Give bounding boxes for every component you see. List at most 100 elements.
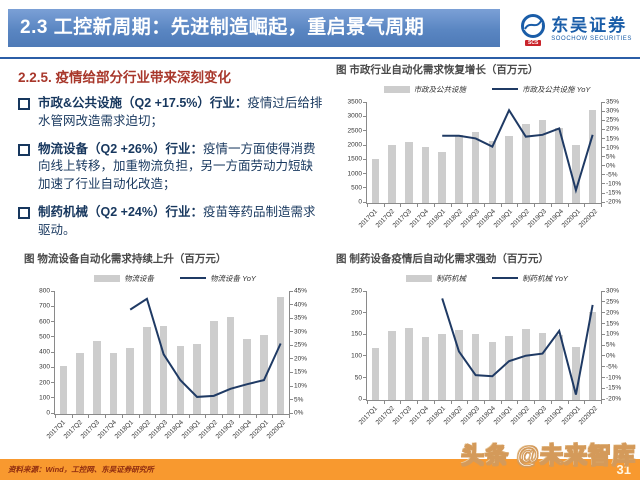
bullet-square-icon xyxy=(18,206,30,219)
chart-title: 图 市政行业自动化需求恢复增长（百万元） xyxy=(336,64,539,76)
page-title: 2.3 工控新周期：先进制造崛起，重启景气周期 xyxy=(20,17,425,38)
left-tick xyxy=(363,187,367,189)
right-tick xyxy=(601,192,605,194)
x-tick xyxy=(433,202,435,207)
plot-area: 0 100 200 300 400 500 600 700 800 0% 5% 10% 15% 20% 25… xyxy=(39,288,307,418)
x-tick xyxy=(172,413,173,418)
right-axis-label: 35% xyxy=(294,314,308,322)
legend-bar-item: 物流设备 xyxy=(94,273,154,284)
right-tick xyxy=(601,174,605,176)
logo-badge: SCS xyxy=(525,40,542,46)
right-tick xyxy=(601,165,605,167)
bar xyxy=(538,332,547,400)
footer-bar: 资料来源：Wind，工控网、东吴证券研究所 31 xyxy=(0,459,640,480)
right-tick xyxy=(289,399,293,401)
left-tick xyxy=(363,312,367,314)
legend-line-item: 制药机械 YoY xyxy=(492,273,568,284)
left-axis-label: 500 xyxy=(351,184,362,192)
right-tick xyxy=(601,377,605,379)
right-axis-label: 10% xyxy=(606,330,620,338)
source-note: 资料来源：Wind，工控网、东吴证券研究所 xyxy=(8,465,154,474)
right-axis-label: -20% xyxy=(606,198,622,206)
bar xyxy=(109,353,118,414)
x-tick xyxy=(238,413,240,418)
right-axis-label: -10% xyxy=(606,180,622,188)
legend: 物流设备 物流设备 YoY xyxy=(24,273,326,284)
left-tick xyxy=(51,382,55,384)
left-axis-label: 0 xyxy=(46,409,50,417)
bar xyxy=(260,335,268,414)
right-axis-label: -15% xyxy=(606,384,622,392)
x-tick xyxy=(517,202,519,207)
bullet-square-icon xyxy=(18,143,30,156)
left-axis-label: 0 xyxy=(358,395,362,403)
right-axis-label: -5% xyxy=(606,171,618,179)
bullet-lead: 市政&公共设施（Q2 +17.5%）行业： xyxy=(38,96,248,110)
left-tick xyxy=(51,321,55,323)
bar xyxy=(505,136,513,203)
right-tick xyxy=(601,323,605,325)
x-tick xyxy=(417,399,419,404)
left-axis-label: 250 xyxy=(351,287,362,295)
left-tick xyxy=(363,115,367,117)
left-axis-label: 500 xyxy=(39,333,50,341)
bar xyxy=(388,331,396,400)
legend-line-swatch xyxy=(492,277,519,280)
left-tick xyxy=(363,333,367,335)
right-tick xyxy=(601,290,605,292)
bar xyxy=(588,110,597,203)
legend-line-item: 物流设备 YoY xyxy=(180,273,256,284)
left-tick xyxy=(51,336,55,338)
brand-subtitle: SOOCHOW SECURITIES xyxy=(551,36,632,42)
x-tick xyxy=(567,202,569,207)
right-axis-label: 15% xyxy=(294,368,308,376)
bar xyxy=(210,320,218,414)
x-labels: 2017Q1 2017Q2 2017Q3 2017Q4 2018Q1 2018Q2 2018… xyxy=(46,415,290,445)
x-tick xyxy=(584,202,586,207)
x-tick xyxy=(467,399,469,404)
x-tick xyxy=(383,399,385,404)
right-tick xyxy=(601,119,605,121)
bar xyxy=(93,341,101,414)
bar xyxy=(59,366,68,414)
right-tick xyxy=(601,110,605,112)
x-tick xyxy=(105,413,107,418)
left-tick xyxy=(363,377,367,379)
x-tick xyxy=(500,202,502,207)
yoy-line xyxy=(367,292,601,400)
bullet-lead: 制药机械（Q2 +24%）行业： xyxy=(38,204,203,219)
watermark: 头条 @未来智库 xyxy=(461,442,636,469)
x-tick xyxy=(155,413,157,418)
right-axis-label: 30% xyxy=(294,328,308,336)
right-tick xyxy=(601,138,605,140)
bar xyxy=(371,159,380,203)
x-tick xyxy=(467,202,469,207)
left-tick xyxy=(363,290,367,292)
right-axis-label: 40% xyxy=(294,300,308,308)
bar xyxy=(421,336,430,400)
bar xyxy=(555,335,563,400)
x-tick xyxy=(484,399,485,404)
left-axis-label: 1500 xyxy=(347,155,362,163)
right-axis-label: 10% xyxy=(294,382,308,390)
right-tick xyxy=(601,312,605,314)
legend-line-item: 市政及公共设施 YoY xyxy=(492,84,590,95)
x-tick xyxy=(534,399,536,404)
chart-title: 图 物流设备自动化需求持续上升（百万元） xyxy=(24,253,227,265)
x-tick xyxy=(433,399,435,404)
x-labels: 2017Q1 2017Q2 2017Q3 2017Q4 2018Q1 2018Q2 2018… xyxy=(358,204,602,234)
right-tick xyxy=(289,371,293,373)
bullet-item: 物流设备（Q2 +26%）行业：疫情一方面使得消费向线上转移，加重物流负担，另一… xyxy=(18,141,324,194)
right-axis-label: 15% xyxy=(606,134,620,142)
right-axis-label: 20% xyxy=(606,125,620,133)
x-tick xyxy=(55,413,56,418)
legend-label: 市政及公共设施 xyxy=(413,84,467,94)
right-axis-label: 0% xyxy=(294,409,304,417)
bar xyxy=(438,151,446,203)
right-axis-label: 5% xyxy=(606,341,616,349)
left-axis-label: 2000 xyxy=(347,141,362,149)
x-tick xyxy=(272,413,274,418)
bar xyxy=(555,128,563,203)
right-axis-label: 5% xyxy=(294,395,304,403)
bar xyxy=(193,343,201,414)
